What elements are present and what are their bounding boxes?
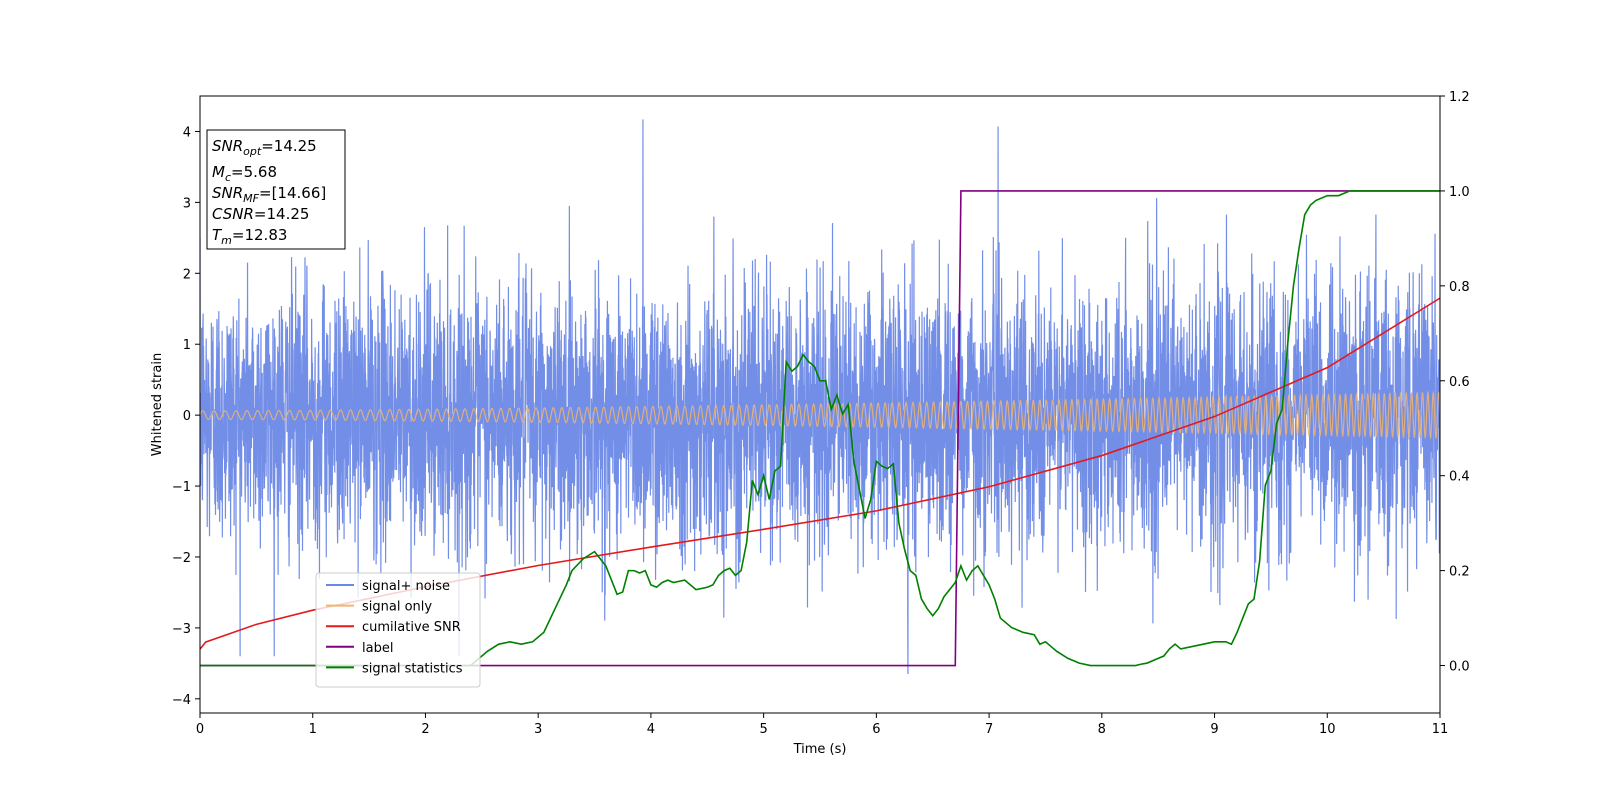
- series-signal-only-line: [200, 390, 1440, 440]
- series-signal-noise-line: [200, 119, 1440, 674]
- y2-tick-label: 0.2: [1449, 565, 1470, 580]
- legend-label: signal only: [362, 600, 432, 615]
- legend-box: [315, 572, 481, 688]
- x-tick-label: 1: [309, 722, 317, 737]
- x-tick-label: 6: [872, 722, 880, 737]
- y-tick-label: −2: [172, 551, 191, 566]
- legend-label: signal+ noise: [362, 579, 450, 594]
- info-box-frame: [206, 129, 346, 250]
- x-tick-label: 9: [1210, 722, 1218, 737]
- y-tick-label: 2: [183, 267, 191, 282]
- x-tick-label: 4: [647, 722, 655, 737]
- legend-label: signal statistics: [362, 661, 463, 676]
- series-signal-statistics-line: [200, 190, 1440, 667]
- info-box-line: SNRMF=[14.66]: [212, 184, 326, 205]
- legend-label: label: [362, 641, 393, 656]
- y-tick-label: 3: [183, 196, 191, 211]
- info-box-line: CSNR=14.25: [212, 205, 309, 223]
- axes-frame: [199, 95, 1441, 714]
- legend: signal+ noise signal only cumilative SNR la…: [315, 572, 481, 688]
- plot-area: [200, 119, 1440, 674]
- y-tick-label: −1: [172, 480, 191, 495]
- x-axis-label: Time (s): [793, 742, 847, 757]
- y-tick-label: −4: [172, 693, 191, 708]
- y2-tick-label: 0.6: [1449, 375, 1470, 390]
- x-tick-label: 5: [759, 722, 767, 737]
- y2-tick-label: 0.4: [1449, 470, 1470, 485]
- y-tick-label: 0: [183, 409, 191, 424]
- series-label-line: [200, 190, 1440, 667]
- x-tick-label: 10: [1319, 722, 1336, 737]
- y-tick-label: 4: [183, 125, 191, 140]
- legend-label: cumilative SNR: [362, 620, 461, 635]
- x-tick-label: 11: [1432, 722, 1449, 737]
- x-tick-label: 0: [196, 722, 204, 737]
- info-box-line: Tm=12.83: [212, 226, 287, 247]
- axes: 0 1 2 3 4 5 6 7 8 9 10 11 −4 −3 −2 −1 0 1 2 3 4 0.0 0.2 0.4 0.6 0…: [150, 90, 1470, 757]
- info-box-line: Mc=5.68: [212, 163, 277, 184]
- series-cumilative-snr-line: [200, 297, 1440, 650]
- x-tick-label: 2: [421, 722, 429, 737]
- y2-tick-label: 0.0: [1449, 660, 1470, 675]
- x-tick-label: 8: [1098, 722, 1106, 737]
- y-tick-label: 1: [183, 338, 191, 353]
- y2-tick-label: 1.0: [1449, 185, 1470, 200]
- x-tick-label: 7: [985, 722, 993, 737]
- y2-tick-label: 1.2: [1449, 90, 1470, 105]
- y2-tick-label: 0.8: [1449, 280, 1470, 295]
- info-box: SNRopt=14.25 Mc=5.68SNRMF=[14.66]CSNR=14.…: [206, 129, 346, 250]
- info-box-line: SNRopt=14.25: [212, 137, 317, 158]
- y-tick-label: −3: [172, 622, 191, 637]
- y-axis-label: Whitened strain: [150, 353, 165, 456]
- x-tick-label: 3: [534, 722, 542, 737]
